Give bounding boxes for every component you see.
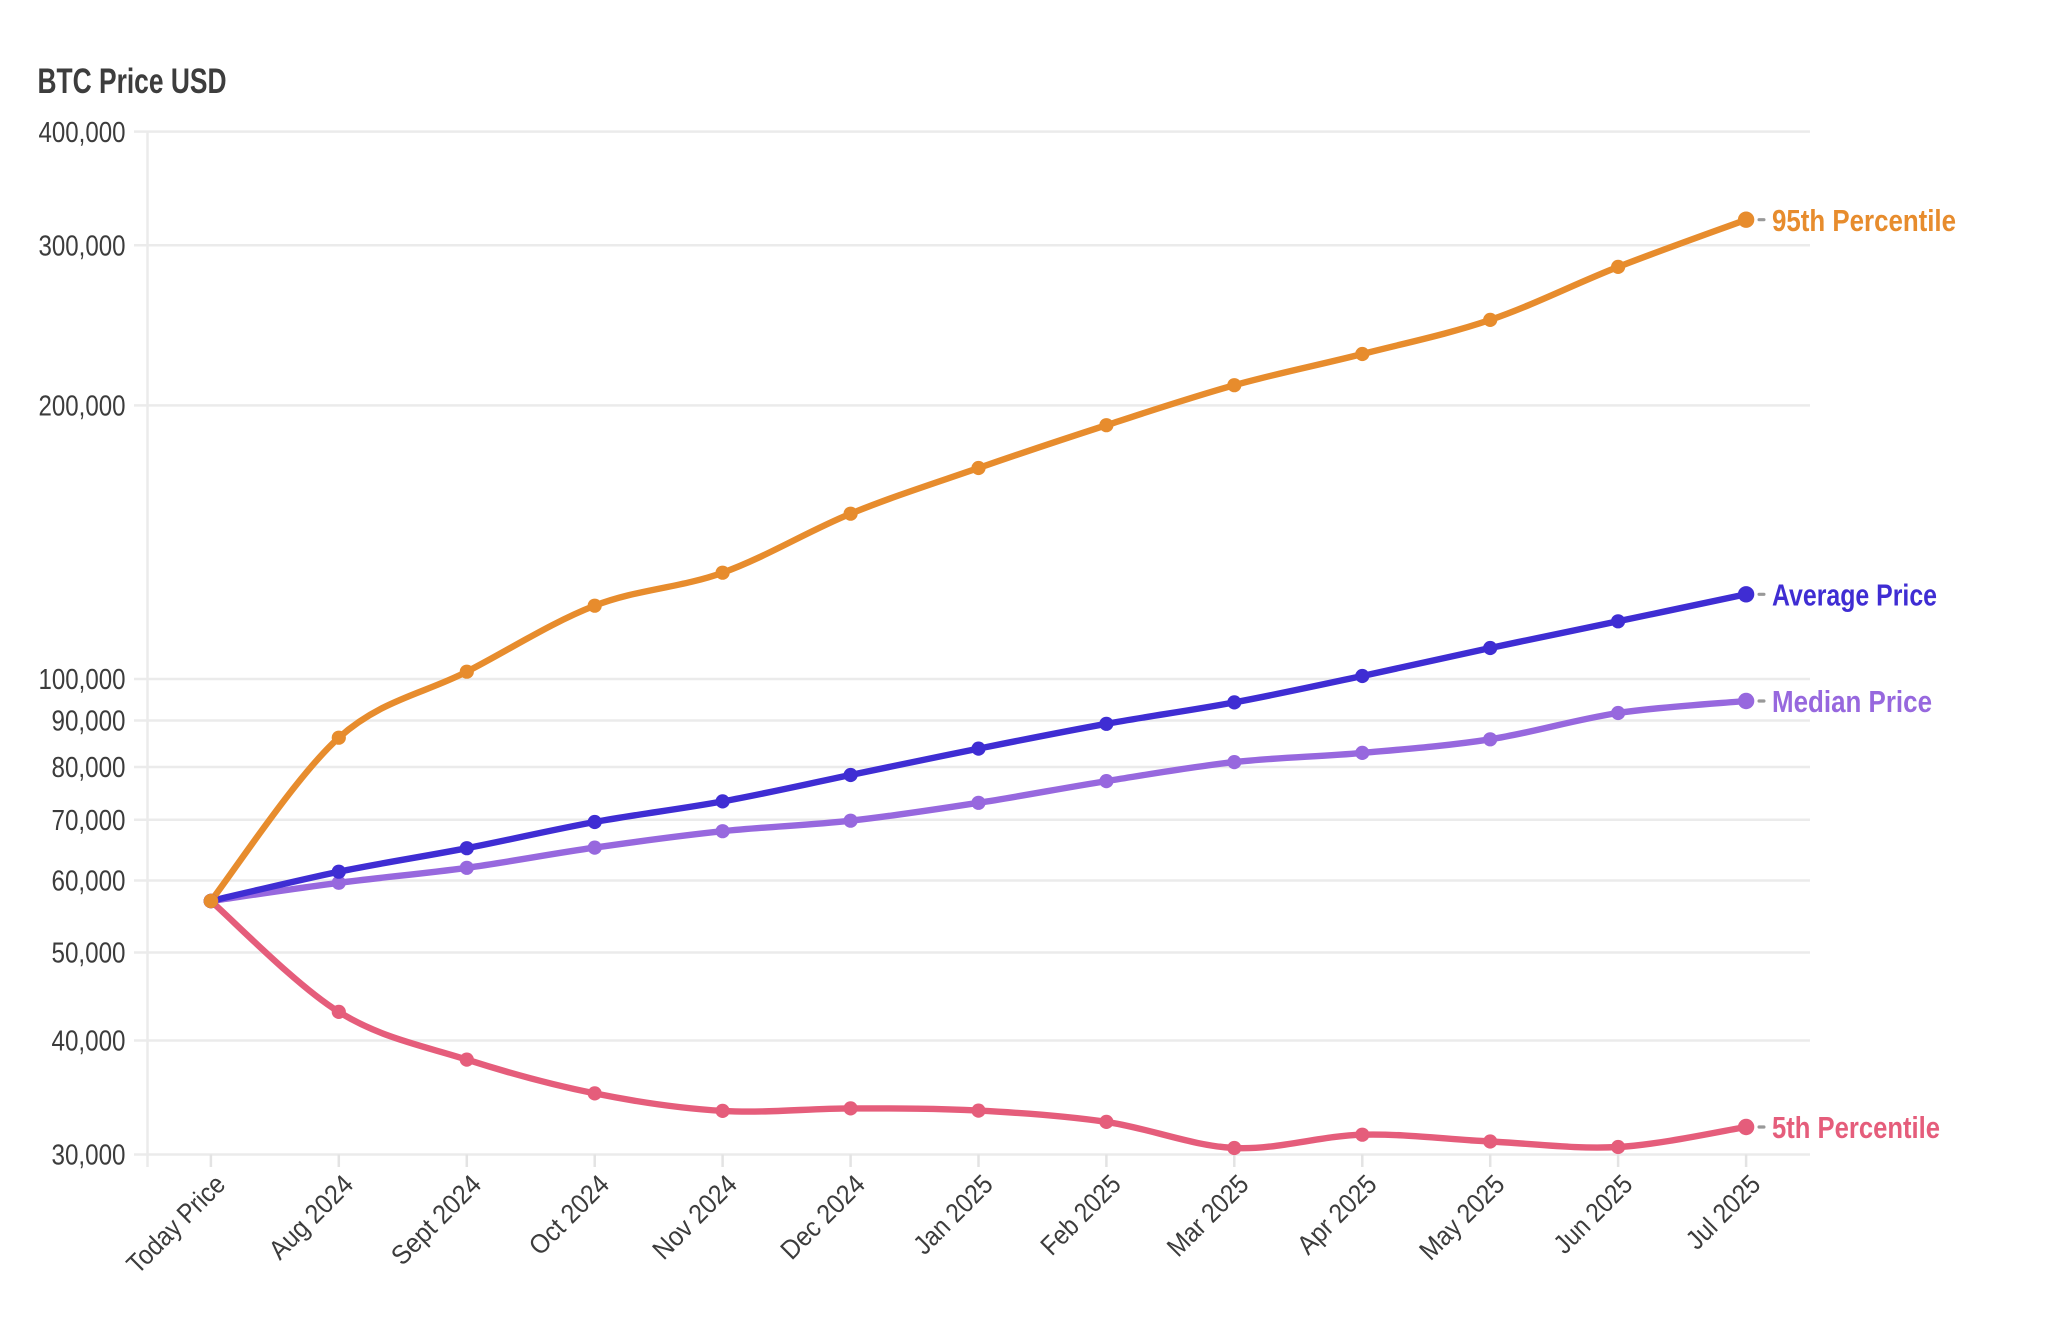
svg-text:30,000: 30,000 [52,1140,126,1172]
svg-text:Average Price: Average Price [1772,578,1937,613]
svg-text:Median Price: Median Price [1772,684,1932,719]
svg-text:300,000: 300,000 [39,230,126,262]
svg-text:200,000: 200,000 [39,391,126,423]
svg-text:400,000: 400,000 [39,117,126,149]
svg-text:BTC Price USD: BTC Price USD [38,62,227,101]
svg-text:90,000: 90,000 [52,706,126,738]
svg-text:60,000: 60,000 [52,866,126,898]
svg-text:70,000: 70,000 [52,805,126,837]
svg-text:5th Percentile: 5th Percentile [1772,1110,1940,1145]
svg-text:80,000: 80,000 [52,752,126,784]
svg-text:95th Percentile: 95th Percentile [1772,203,1956,238]
svg-text:50,000: 50,000 [52,938,126,970]
svg-text:100,000: 100,000 [39,664,126,696]
svg-text:40,000: 40,000 [52,1026,126,1058]
